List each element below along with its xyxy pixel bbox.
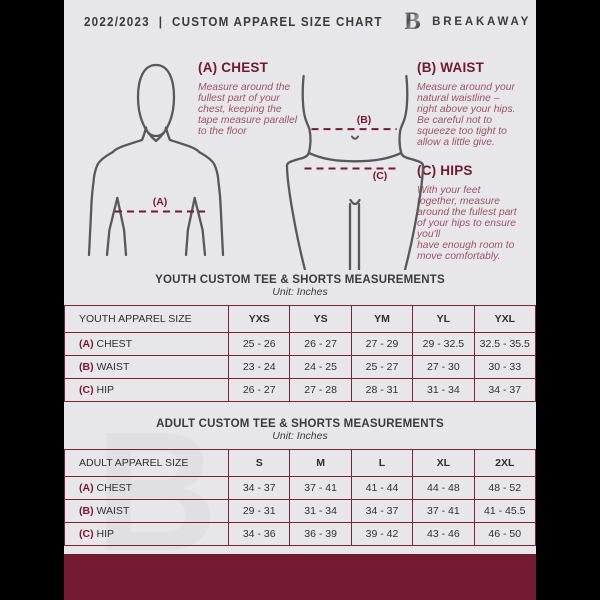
svg-text:(A): (A) <box>153 196 168 208</box>
svg-text:B: B <box>405 10 421 34</box>
svg-text:(B): (B) <box>357 114 372 126</box>
svg-text:(C): (C) <box>373 170 388 182</box>
